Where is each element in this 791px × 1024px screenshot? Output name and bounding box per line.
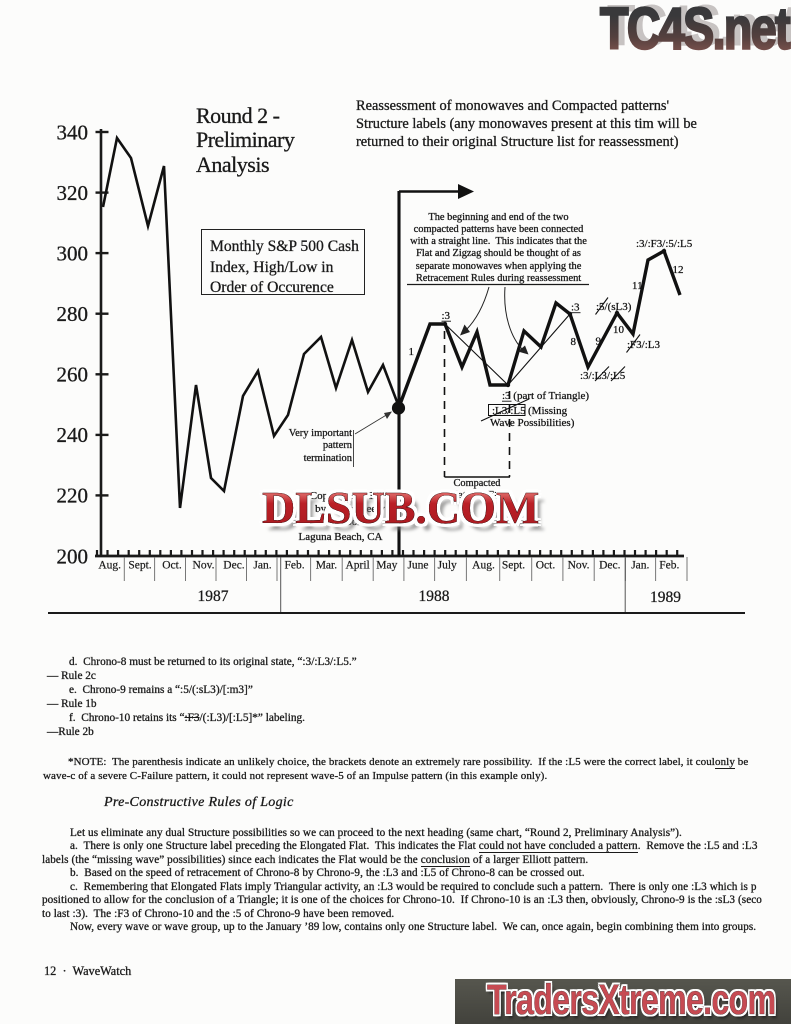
svg-text:Jan.: Jan. (631, 560, 649, 572)
svg-text:April: April (345, 560, 369, 572)
svg-text::5/(sL3): :5/(sL3) (596, 301, 632, 313)
svg-text:1987: 1987 (198, 588, 229, 605)
svg-text:Aug.: Aug. (472, 560, 495, 572)
svg-text:200: 200 (57, 544, 89, 568)
svg-text:300: 300 (57, 241, 89, 265)
svg-text::3: :3 (442, 310, 451, 322)
svg-text:Nov.: Nov. (193, 560, 215, 572)
svg-text:12: 12 (673, 264, 684, 276)
svg-text:Dec.: Dec. (599, 560, 621, 572)
svg-text:1988: 1988 (419, 588, 450, 605)
svg-text:9: 9 (596, 336, 602, 348)
svg-text:Jan.: Jan. (253, 560, 271, 572)
svg-text:280: 280 (57, 302, 89, 326)
svg-text:Sept.: Sept. (502, 560, 525, 572)
svg-text:June: June (407, 560, 428, 572)
svg-text::L3/:L5: :L3/:L5 (492, 405, 526, 417)
svg-text:8: 8 (571, 336, 577, 348)
svg-text:Oct.: Oct. (536, 560, 556, 572)
svg-text:Oct.: Oct. (162, 560, 182, 572)
svg-text::3/:F3/:5/:L5: :3/:F3/:5/:L5 (636, 238, 693, 250)
svg-text:220: 220 (57, 484, 89, 508)
svg-text:(Missing: (Missing (528, 405, 568, 417)
svg-text:Wave Possibilities): Wave Possibilities) (490, 417, 575, 429)
svg-text:1989: 1989 (650, 589, 681, 606)
svg-text:Feb.: Feb. (659, 560, 679, 572)
svg-text:260: 260 (57, 363, 89, 387)
svg-text::3/:L3/:L5: :3/:L3/:L5 (580, 370, 626, 382)
svg-text:320: 320 (57, 181, 89, 205)
svg-text::3 (part of Triangle): :3 (part of Triangle) (502, 390, 589, 402)
svg-text:10: 10 (613, 324, 625, 336)
svg-text:Aug.: Aug. (98, 560, 121, 572)
svg-text:Mar.: Mar. (316, 560, 338, 572)
svg-text::F3/:L3: :F3/:L3 (627, 339, 661, 351)
svg-text:May: May (376, 560, 397, 572)
svg-text:Dec.: Dec. (223, 560, 245, 572)
svg-text::3: :3 (571, 302, 580, 314)
svg-text:Nov.: Nov. (568, 560, 590, 572)
svg-text:340: 340 (57, 120, 89, 144)
svg-text:July: July (438, 560, 457, 572)
svg-text:TC4S.net: TC4S.net (607, 0, 791, 59)
svg-text:240: 240 (57, 423, 89, 447)
svg-text:Sept.: Sept. (128, 560, 151, 572)
svg-text:Feb.: Feb. (284, 560, 304, 572)
svg-text:1: 1 (409, 346, 415, 358)
svg-text:TC4S.net: TC4S.net (600, 0, 790, 62)
svg-text:11: 11 (632, 280, 643, 292)
